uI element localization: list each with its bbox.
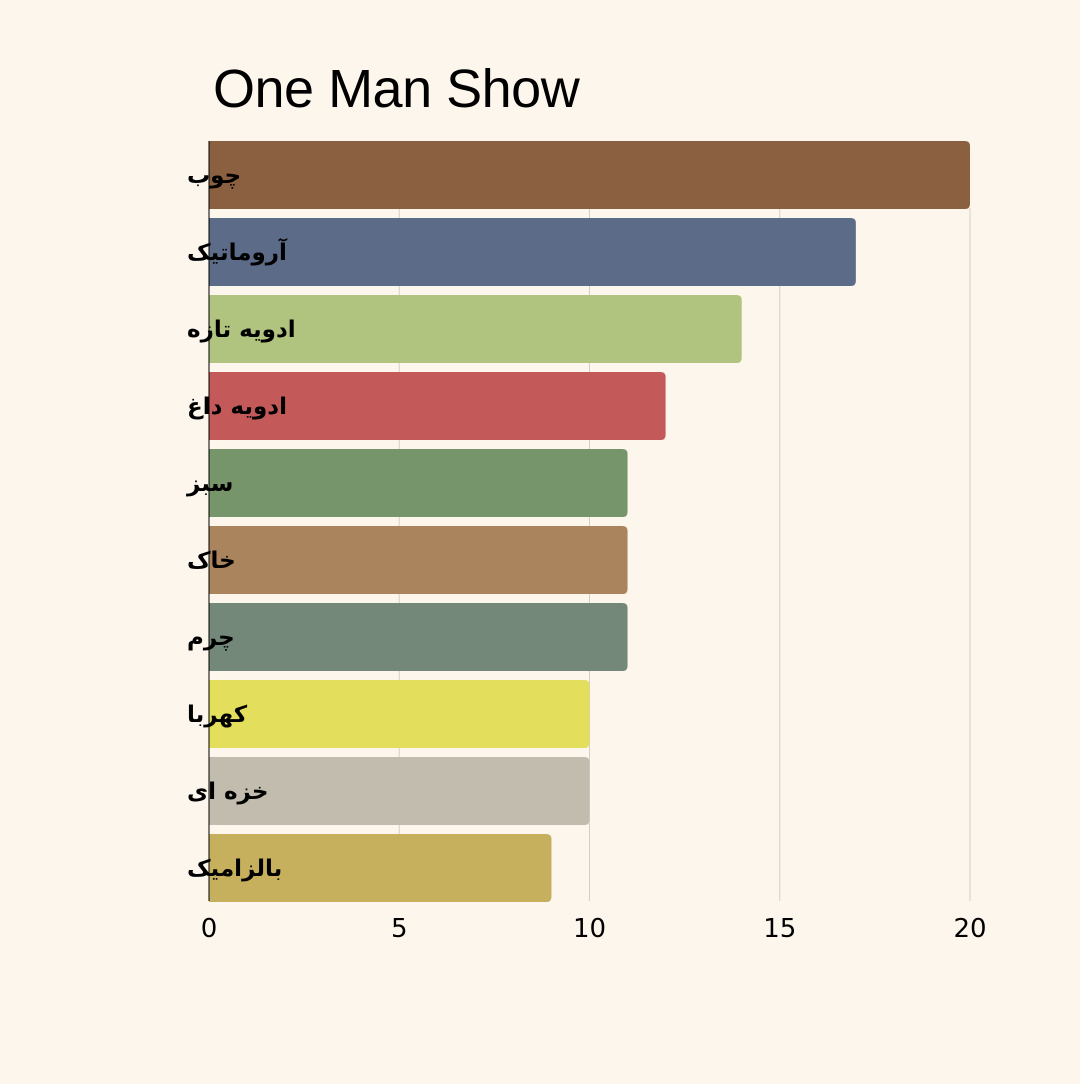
x-tick-label: 10 [573,914,606,944]
bar [209,295,742,363]
x-tick-label: 20 [953,914,986,944]
chart-title: One Man Show [213,59,580,119]
category-label: سبز [186,471,233,497]
bar [209,757,590,825]
category-label: خزه ای [187,779,268,805]
category-label: کهربا [187,702,248,728]
bar [209,834,552,902]
bar [209,372,666,440]
category-label: آروماتیک [187,237,288,266]
bar [209,449,628,517]
x-tick-label: 5 [391,914,408,944]
category-labels: چوب آروماتیک ادویه تازه ادویه داغ سبز خاک چرم ک… [186,163,296,882]
category-label: خاک [187,548,236,574]
bar [209,218,856,286]
x-tick-label: 15 [763,914,796,944]
bar [209,603,628,671]
x-tick-label: 0 [201,914,218,944]
bar [209,680,590,748]
bar [209,141,970,209]
category-label: بالزامیک [187,856,282,882]
category-label: ادویه داغ [187,394,287,420]
bars [209,141,970,902]
x-tick-labels: 0 5 10 15 20 [201,914,987,944]
category-label: چوب [187,163,241,189]
category-label: چرم [187,625,235,651]
bar [209,526,628,594]
category-label: ادویه تازه [187,317,296,343]
